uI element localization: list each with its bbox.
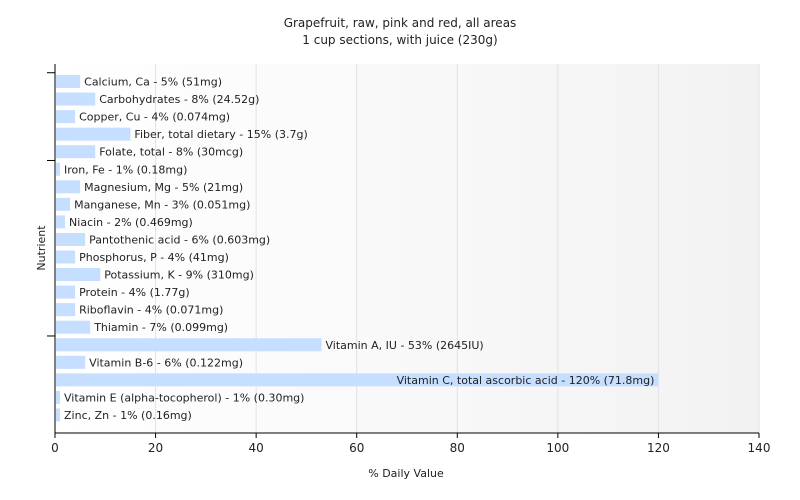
bar-label-1: Carbohydrates - 8% (24.52g) [99,93,259,106]
bar-label-2: Copper, Cu - 4% (0.074mg) [79,111,230,124]
bar-15 [56,338,322,352]
chart-subtitle: 1 cup sections, with juice (230g) [302,33,497,47]
bar-label-6: Magnesium, Mg - 5% (21mg) [84,181,243,194]
bar-7 [56,197,71,211]
bar-label-15: Vitamin A, IU - 53% (2645IU) [326,339,484,352]
bar-label-16: Vitamin B-6 - 6% (0.122mg) [89,356,243,369]
bar-label-13: Riboflavin - 4% (0.071mg) [79,304,223,317]
bar-label-5: Iron, Fe - 1% (0.18mg) [64,163,187,176]
x-axis-title: % Daily Value [368,467,444,480]
bar-19 [56,408,61,422]
bar-label-10: Phosphorus, P - 4% (41mg) [79,251,229,264]
x-tick-label-1: 20 [148,441,163,455]
bar-1 [56,92,96,106]
y-axis-title: Nutrient [35,225,48,271]
bar-label-19: Zinc, Zn - 1% (0.16mg) [64,409,192,422]
bar-label-14: Thiamin - 7% (0.099mg) [93,321,228,334]
x-tick-label-0: 0 [51,441,59,455]
bar-16 [56,355,86,369]
bar-label-18: Vitamin E (alpha-tocopherol) - 1% (0.30m… [64,391,304,404]
bar-label-9: Pantothenic acid - 6% (0.603mg) [89,233,270,246]
bar-8 [56,215,66,229]
x-tick-label-6: 120 [647,441,670,455]
bar-14 [56,320,91,334]
bars: Calcium, Ca - 5% (51mg) Carbohydrates - 8… [56,75,659,422]
bar-label-3: Fiber, total dietary - 15% (3.7g) [134,128,307,141]
grid-lines [155,64,760,433]
chart-title: Grapefruit, raw, pink and red, all areas [284,16,517,30]
bar-12 [56,285,76,299]
bar-label-17: Vitamin C, total ascorbic acid - 120% (7… [397,374,655,387]
bar-label-7: Manganese, Mn - 3% (0.051mg) [74,198,250,211]
bar-4 [56,145,96,159]
axes [47,64,759,434]
bar-label-4: Folate, total - 8% (30mcg) [99,146,243,159]
x-tick-label-2: 40 [249,441,264,455]
bar-13 [56,303,76,317]
bar-9 [56,232,86,246]
bar-2 [56,110,76,124]
bar-label-8: Niacin - 2% (0.469mg) [69,216,193,229]
bar-17 [56,373,659,387]
bar-5 [56,162,61,176]
bar-6 [56,180,81,194]
plot-background [55,64,759,433]
x-tick-label-3: 60 [349,441,364,455]
bar-label-11: Potassium, K - 9% (310mg) [104,269,254,282]
x-axis-ticks: 0 20 40 60 80 100 120 140 [51,433,770,455]
x-tick-label-4: 80 [450,441,465,455]
x-tick-label-7: 140 [748,441,771,455]
bar-18 [56,390,61,404]
bar-label-0: Calcium, Ca - 5% (51mg) [84,76,222,89]
bar-3 [56,127,131,141]
bar-label-12: Protein - 4% (1.77g) [79,286,190,299]
bar-0 [56,75,81,88]
bar-11 [56,268,101,282]
x-tick-label-5: 100 [546,441,569,455]
bar-10 [56,250,76,264]
